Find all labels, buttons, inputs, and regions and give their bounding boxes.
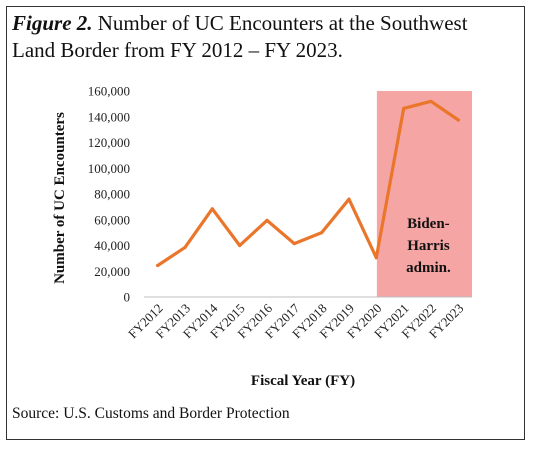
data-point (238, 243, 242, 248)
source-note: Source: U.S. Customs and Border Protecti… (12, 405, 290, 422)
y-tick-label: 40,000 (94, 238, 130, 253)
y-tick-label: 160,000 (88, 84, 130, 99)
data-point (347, 197, 351, 201)
y-tick-label: 100,000 (88, 161, 130, 176)
data-point (429, 99, 433, 103)
data-point (292, 241, 296, 246)
data-point (265, 218, 269, 222)
y-tick-label: 120,000 (88, 135, 130, 150)
shaded-region (376, 91, 472, 297)
figure-title: Figure 2. Number of UC Encounters at the… (12, 10, 512, 64)
y-tick-label: 20,000 (94, 264, 130, 279)
shaded-region-label: admin. (406, 260, 451, 276)
y-tick-label: 80,000 (94, 187, 130, 202)
data-point (320, 231, 324, 235)
shaded-region-label: Biden- (407, 216, 450, 232)
data-point (156, 263, 160, 268)
data-point (402, 106, 406, 110)
y-tick-label: 60,000 (94, 212, 130, 227)
y-tick-label: 0 (124, 290, 131, 305)
data-point (183, 245, 187, 250)
series-line (156, 99, 460, 268)
x-axis-title: Fiscal Year (FY) (251, 373, 355, 389)
data-point (374, 256, 378, 260)
y-axis-title: Number of UC Encounters (52, 112, 68, 284)
shaded-region-label: Harris (407, 238, 450, 254)
data-point (456, 118, 460, 122)
figure-title-text: Number of UC Encounters at the Southwest… (12, 11, 468, 62)
data-point (210, 207, 214, 211)
y-tick-label: 140,000 (88, 109, 130, 124)
figure-label: Figure 2. (12, 11, 93, 35)
